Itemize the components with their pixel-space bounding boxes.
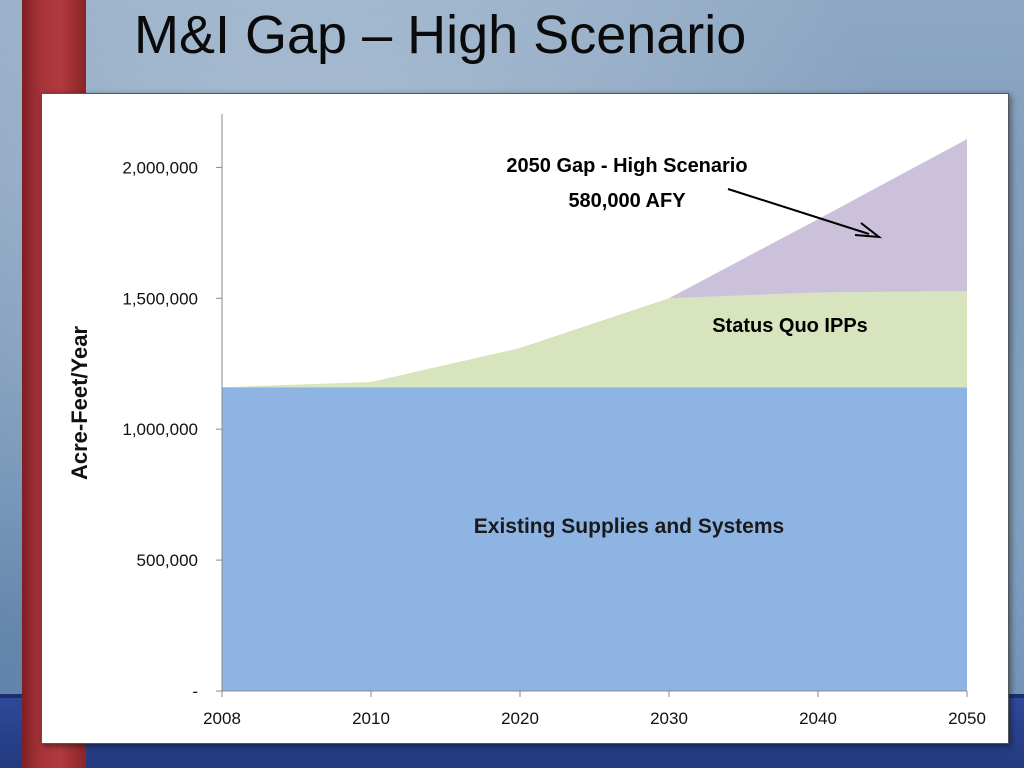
x-tick-label: 2008 (203, 709, 241, 728)
y-axis-title: Acre-Feet/Year (67, 326, 92, 481)
ipp-area-label: Status Quo IPPs (712, 315, 868, 337)
x-tick-label: 2050 (948, 709, 986, 728)
area-series-1 (222, 387, 967, 691)
gap-annotation-title: 2050 Gap - High Scenario (506, 155, 747, 177)
slide-title: M&I Gap – High Scenario (134, 5, 747, 65)
gap-arrow-line (727, 188, 870, 235)
x-tick-label: 2040 (799, 709, 837, 728)
area-series-2 (222, 290, 967, 388)
x-tick-label: 2030 (650, 709, 688, 728)
y-tick-label: 1,500,000 (122, 289, 198, 308)
y-tick-label: 500,000 (137, 551, 198, 570)
y-tick-label: - (192, 682, 198, 701)
area-chart: - 500,000 1,000,000 1,500,000 2,000,000 2008 2… (67, 114, 986, 728)
y-tick-label: 2,000,000 (122, 158, 198, 177)
x-tick-label: 2010 (352, 709, 390, 728)
gap-arrow-head (854, 222, 883, 239)
x-tick-label: 2020 (501, 709, 539, 728)
y-tick-label: 1,000,000 (122, 420, 198, 439)
gap-annotation-value: 580,000 AFY (568, 190, 686, 212)
area-series-3 (222, 139, 967, 388)
chart-frame: - 500,000 1,000,000 1,500,000 2,000,000 2008 2… (41, 93, 1009, 744)
existing-area-label: Existing Supplies and Systems (474, 515, 784, 538)
